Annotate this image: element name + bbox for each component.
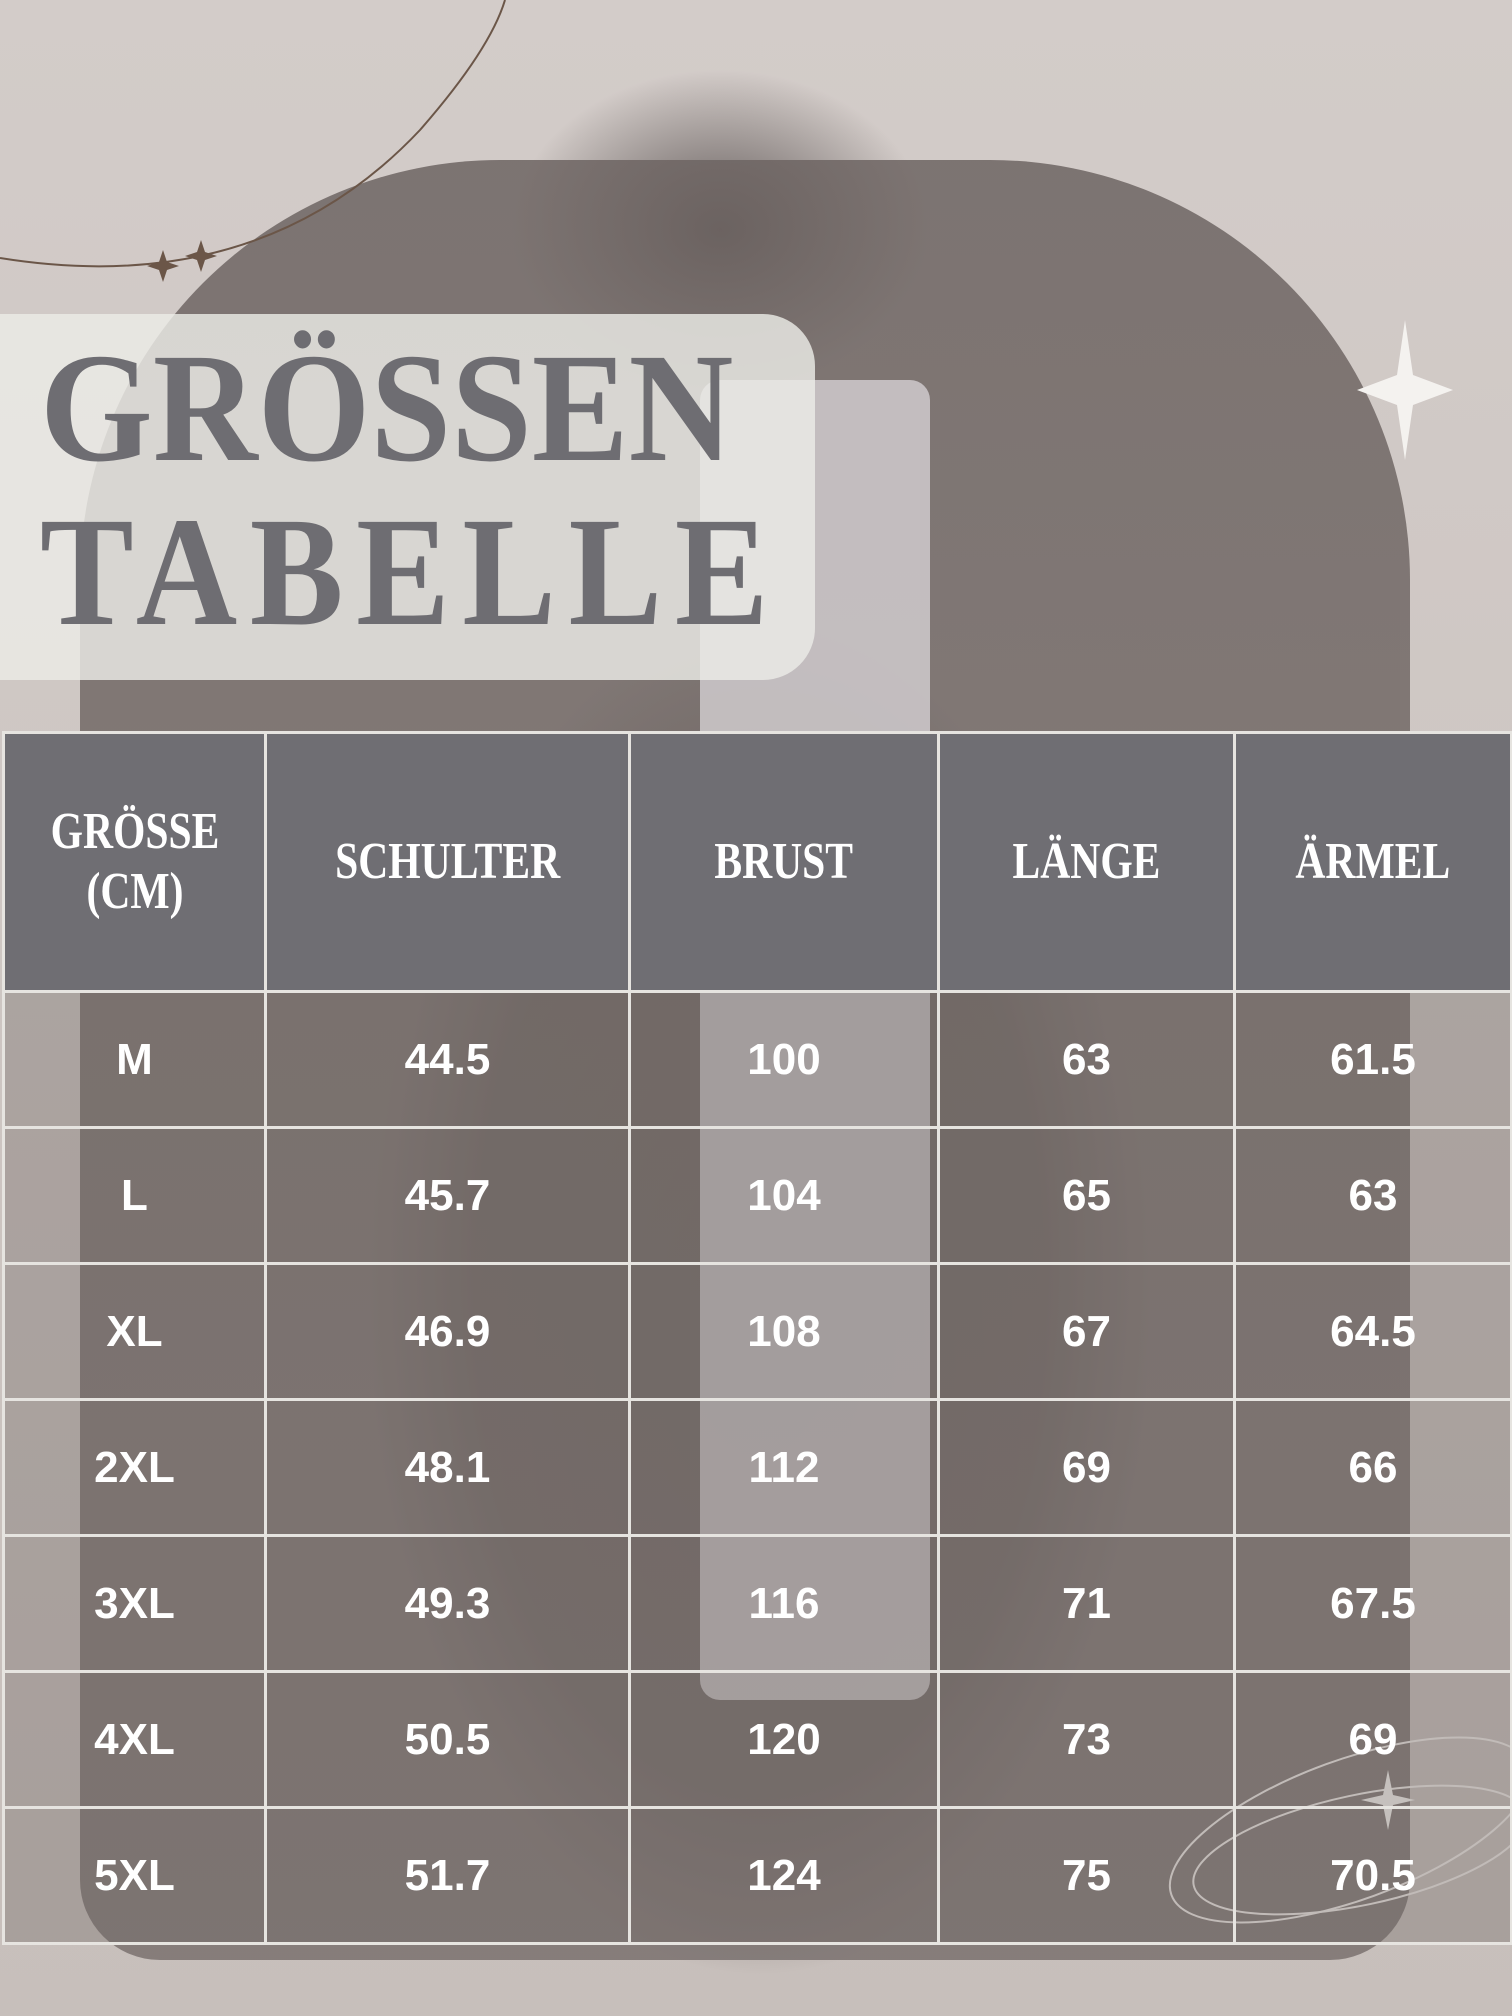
measurement-cell: 69 xyxy=(1233,1670,1512,1809)
column-header-label: ÄRMEL xyxy=(1295,833,1451,891)
size-cell: 5XL xyxy=(2,1806,267,1945)
table-row: 2XL 48.1 112 69 66 xyxy=(2,1398,1512,1537)
sparkle-icon xyxy=(1357,320,1453,460)
measurement-cell: 70.5 xyxy=(1233,1806,1512,1945)
measurement-cell: 67 xyxy=(937,1262,1236,1401)
table-row: XL 46.9 108 67 64.5 xyxy=(2,1262,1512,1401)
measurement-cell: 112 xyxy=(628,1398,940,1537)
column-header-label: LÄNGE xyxy=(1012,833,1161,891)
column-header-label: SCHULTER xyxy=(334,833,561,891)
size-cell: M xyxy=(2,990,267,1129)
size-cell: 4XL xyxy=(2,1670,267,1809)
measurement-cell: 49.3 xyxy=(264,1534,631,1673)
title-panel xyxy=(0,314,815,680)
measurement-cell: 69 xyxy=(937,1398,1236,1537)
column-header: BRUST xyxy=(628,731,940,993)
measurement-cell: 108 xyxy=(628,1262,940,1401)
measurement-cell: 50.5 xyxy=(264,1670,631,1809)
column-header: ÄRMEL xyxy=(1233,731,1512,993)
measurement-cell: 67.5 xyxy=(1233,1534,1512,1673)
header-row: GRÖSSE (CM) SCHULTER BRUST LÄNGE ÄRMEL xyxy=(2,731,1512,993)
column-header: GRÖSSE (CM) xyxy=(2,731,267,993)
table-row: 3XL 49.3 116 71 67.5 xyxy=(2,1534,1512,1673)
size-cell: 3XL xyxy=(2,1534,267,1673)
measurement-cell: 63 xyxy=(1233,1126,1512,1265)
measurement-cell: 61.5 xyxy=(1233,990,1512,1129)
size-cell: L xyxy=(2,1126,267,1265)
measurement-cell: 66 xyxy=(1233,1398,1512,1537)
measurement-cell: 124 xyxy=(628,1806,940,1945)
table-row: 4XL 50.5 120 73 69 xyxy=(2,1670,1512,1809)
title-line-1: GRÖSSEN xyxy=(40,321,734,494)
column-header-label: BRUST xyxy=(714,833,854,891)
table-row: M 44.5 100 63 61.5 xyxy=(2,990,1512,1129)
measurement-cell: 48.1 xyxy=(264,1398,631,1537)
column-header: SCHULTER xyxy=(264,731,631,993)
column-header-label: GRÖSSE (CM) xyxy=(50,803,219,920)
table-row: 5XL 51.7 124 75 70.5 xyxy=(2,1806,1512,1945)
measurement-cell: 65 xyxy=(937,1126,1236,1265)
arc-line xyxy=(0,0,506,268)
measurement-cell: 73 xyxy=(937,1670,1236,1809)
measurement-cell: 46.9 xyxy=(264,1262,631,1401)
measurement-cell: 64.5 xyxy=(1233,1262,1512,1401)
measurement-cell: 71 xyxy=(937,1534,1236,1673)
measurement-cell: 120 xyxy=(628,1670,940,1809)
size-cell: 2XL xyxy=(2,1398,267,1537)
measurement-cell: 44.5 xyxy=(264,990,631,1129)
title-line-2: TABELLE xyxy=(40,485,782,658)
measurement-cell: 63 xyxy=(937,990,1236,1129)
size-table: GRÖSSE (CM) SCHULTER BRUST LÄNGE ÄRMEL M 44.5… xyxy=(2,731,1512,1945)
table-row: L 45.7 104 65 63 xyxy=(2,1126,1512,1265)
measurement-cell: 116 xyxy=(628,1534,940,1673)
measurement-cell: 104 xyxy=(628,1126,940,1265)
measurement-cell: 75 xyxy=(937,1806,1236,1945)
measurement-cell: 45.7 xyxy=(264,1126,631,1265)
measurement-cell: 100 xyxy=(628,990,940,1129)
small-sparkle-icon xyxy=(147,240,217,282)
size-cell: XL xyxy=(2,1262,267,1401)
measurement-cell: 51.7 xyxy=(264,1806,631,1945)
column-header: LÄNGE xyxy=(937,731,1236,993)
